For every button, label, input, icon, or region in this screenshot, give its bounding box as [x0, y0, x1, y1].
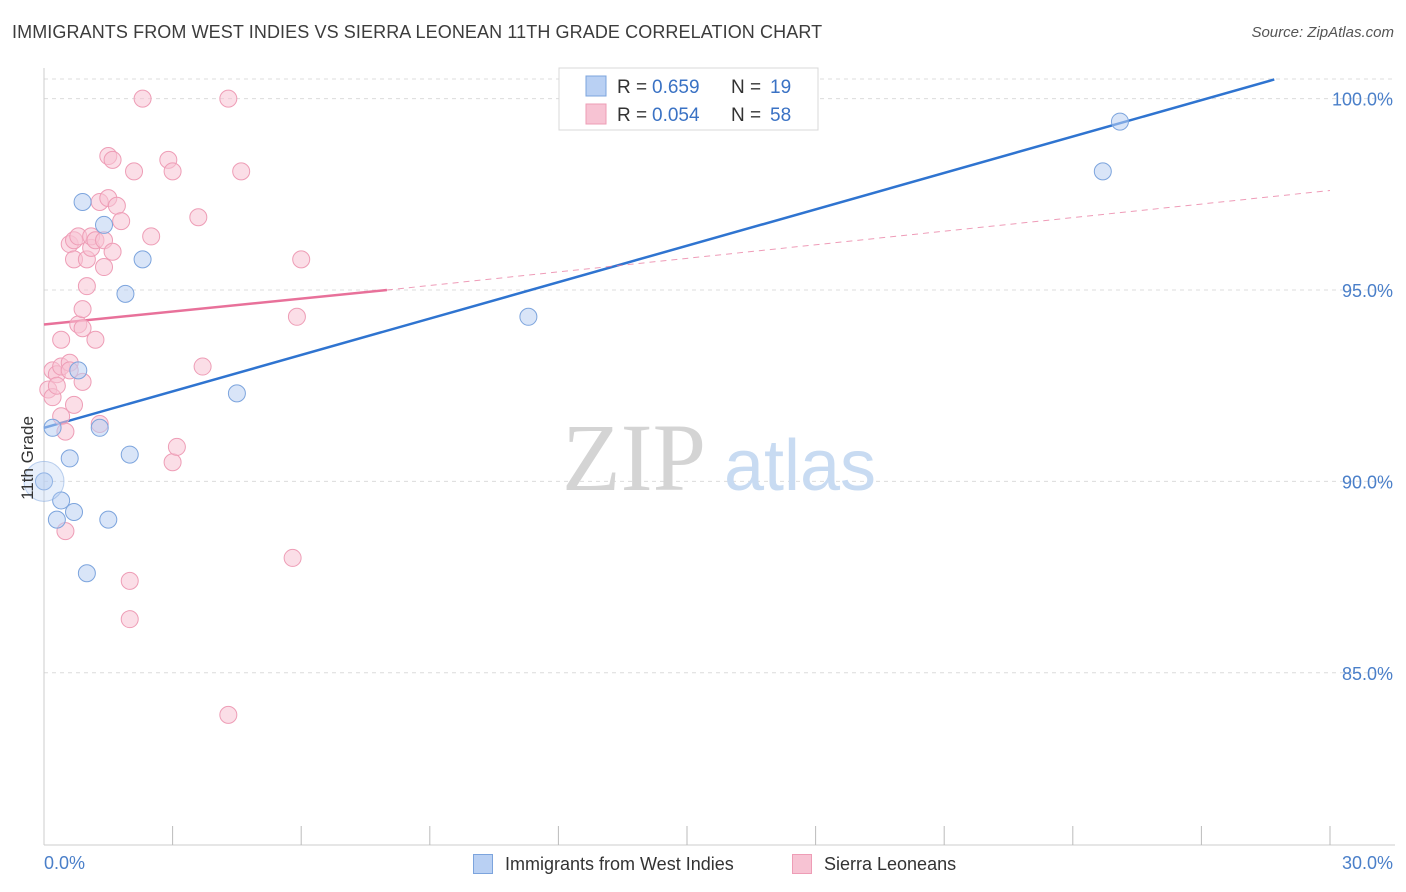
legend-swatch-west-indies — [473, 854, 493, 874]
point-pink — [103, 242, 122, 261]
watermark-zip: ZIP — [562, 404, 706, 511]
point-blue-large — [23, 460, 65, 502]
legend-swatch-sierra-leoneans — [792, 854, 812, 874]
trendline-extension-pink — [386, 189, 1331, 291]
point-blue — [1093, 162, 1112, 181]
point-blue — [60, 449, 79, 468]
point-blue — [120, 445, 139, 464]
y-tick-label: 95.0% — [1342, 281, 1393, 301]
point-pink — [112, 212, 131, 231]
x-tick-label: 30.0% — [1342, 853, 1393, 873]
tick-labels: 100.0% 95.0% 90.0% 85.0% 0.0% 30.0% — [44, 90, 1393, 873]
watermark: ZIP atlas — [562, 404, 876, 511]
point-blue — [43, 418, 62, 437]
legend-n-value-1: 19 — [770, 77, 791, 98]
point-pink — [73, 319, 92, 338]
legend-r-label-1: R = — [617, 77, 647, 98]
point-pink — [283, 548, 302, 567]
point-blue — [116, 284, 135, 303]
y-tick-label: 90.0% — [1342, 472, 1393, 492]
point-pink — [65, 395, 84, 414]
point-blue — [99, 510, 118, 529]
legend-n-label-1: N = — [731, 77, 761, 98]
watermark-atlas: atlas — [724, 426, 876, 506]
point-blue — [65, 503, 84, 521]
trendline-blue — [43, 78, 1275, 429]
data-points — [23, 89, 1129, 724]
axes — [43, 68, 1395, 846]
point-pink — [163, 453, 182, 472]
point-pink — [103, 150, 122, 169]
point-pink — [77, 277, 96, 296]
trendline-pink — [43, 288, 388, 326]
chart-title: IMMIGRANTS FROM WEST INDIES VS SIERRA LE… — [12, 22, 823, 42]
point-pink — [52, 330, 71, 349]
point-pink — [120, 571, 139, 590]
trendlines — [43, 78, 1331, 429]
point-blue — [90, 418, 109, 437]
point-pink — [219, 89, 238, 108]
legend-n-label-2: N = — [731, 105, 761, 126]
point-pink — [133, 89, 152, 108]
y-tick-label: 85.0% — [1342, 664, 1393, 684]
x-tick-label: 0.0% — [44, 853, 85, 873]
point-blue — [77, 564, 96, 583]
point-blue — [227, 384, 246, 403]
point-pink — [95, 258, 114, 277]
legend-label-sierra-leoneans: Sierra Leoneans — [824, 853, 957, 874]
point-pink — [120, 610, 139, 629]
point-blue — [519, 307, 538, 326]
stats-legend: R = 0.659 N = 19 R = 0.054 N = 58 — [558, 67, 819, 131]
legend-n-value-2: 58 — [770, 105, 791, 126]
legend-item-sierra-leoneans: Sierra Leoneans — [792, 851, 956, 877]
point-pink — [292, 250, 311, 269]
point-pink — [125, 162, 144, 181]
legend-r-value-1: 0.659 — [652, 77, 700, 98]
legend-r-label-2: R = — [617, 105, 647, 126]
point-blue — [1110, 112, 1129, 131]
point-blue — [47, 510, 66, 529]
point-pink — [142, 227, 161, 246]
point-pink — [86, 330, 105, 349]
y-axis-label: 11th Grade — [18, 416, 37, 500]
legend-swatch-blue — [585, 75, 607, 97]
source-credit: Source: ZipAtlas.com — [1251, 24, 1394, 41]
point-pink — [107, 196, 126, 215]
point-pink — [163, 162, 182, 181]
point-pink — [47, 376, 66, 395]
legend-r-value-2: 0.054 — [652, 105, 700, 126]
point-pink — [73, 300, 92, 319]
y-tick-label: 100.0% — [1332, 90, 1393, 110]
legend-swatch-pink — [585, 103, 607, 125]
point-blue — [95, 215, 114, 234]
legend-label-west-indies: Immigrants from West Indies — [505, 853, 734, 874]
point-blue — [133, 250, 152, 269]
point-pink — [189, 208, 208, 227]
point-pink — [232, 162, 251, 181]
legend-item-west-indies: Immigrants from West Indies — [473, 851, 734, 877]
point-pink — [193, 357, 212, 376]
point-blue — [73, 192, 92, 211]
point-blue — [69, 361, 88, 380]
point-blue — [35, 472, 53, 491]
point-pink — [167, 437, 186, 456]
point-pink — [219, 705, 238, 724]
point-pink — [287, 307, 306, 326]
